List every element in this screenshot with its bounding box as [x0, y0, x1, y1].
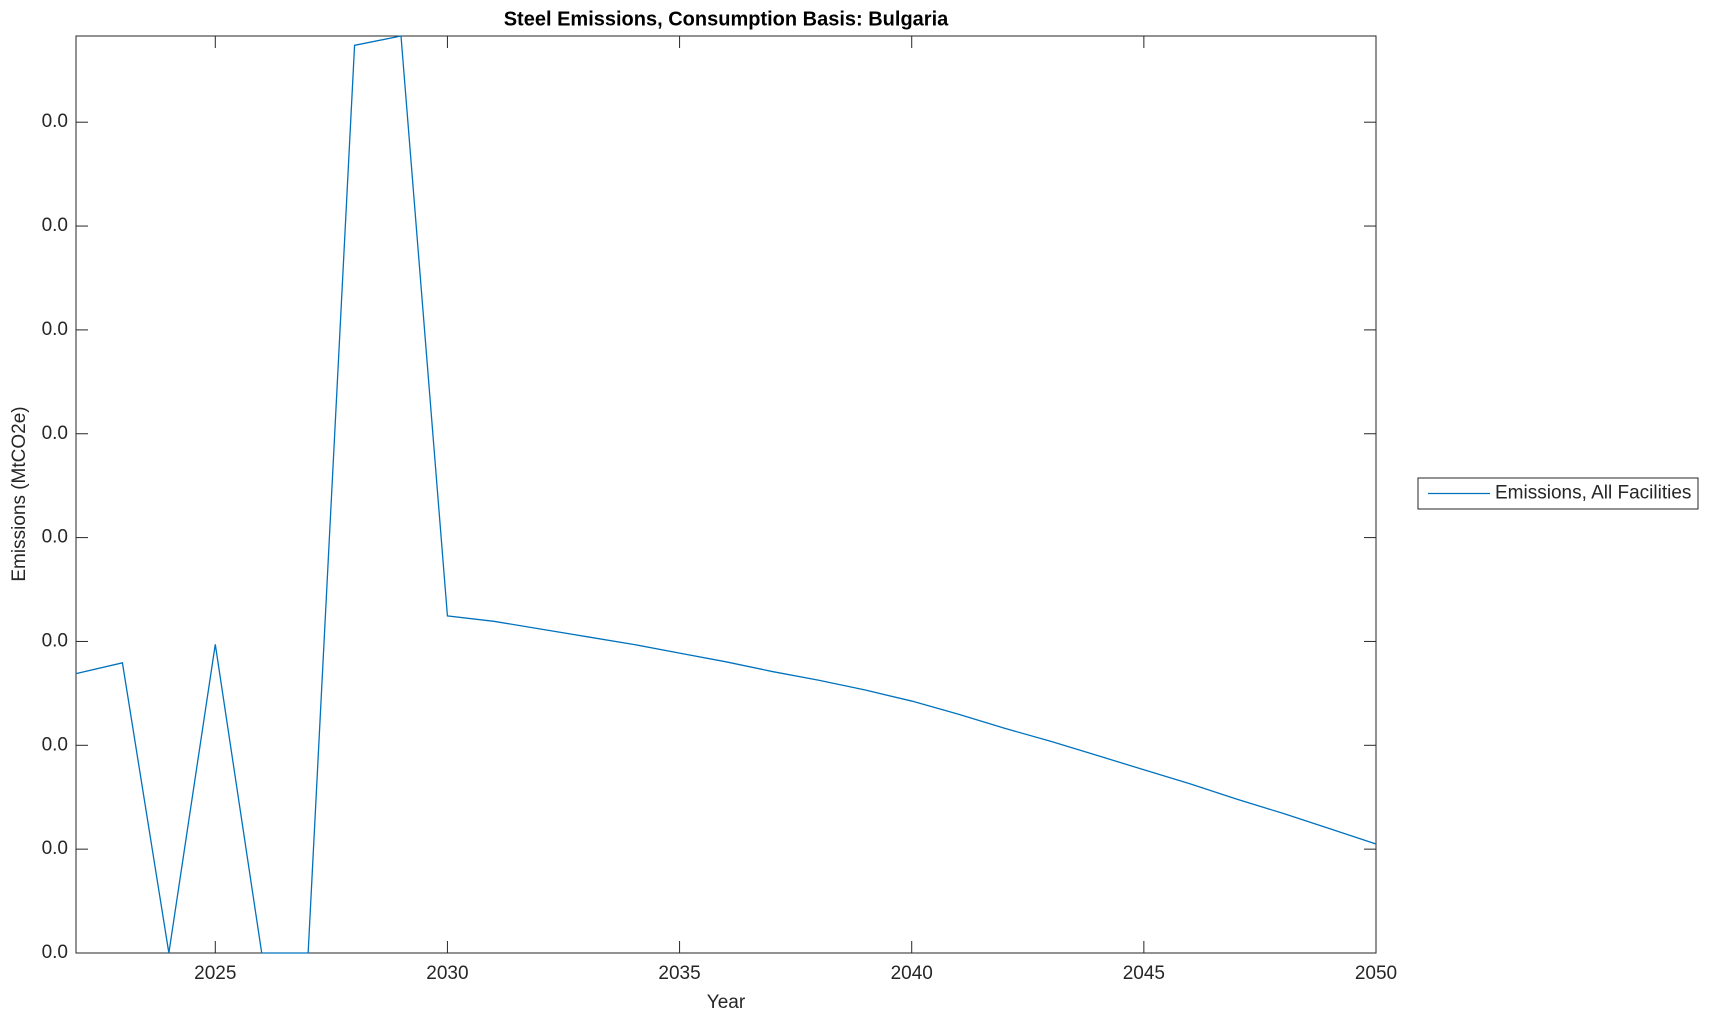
y-tick-label: 0.0	[42, 734, 68, 755]
x-tick-label: 2045	[1123, 963, 1165, 984]
x-axis-label: Year	[707, 992, 746, 1013]
y-axis-label: Emissions (MtCO2e)	[9, 406, 30, 581]
x-tick-label: 2040	[891, 963, 933, 984]
legend-label: Emissions, All Facilities	[1495, 483, 1691, 504]
chart-title: Steel Emissions, Consumption Basis: Bulg…	[504, 8, 949, 30]
x-tick-label: 2050	[1355, 963, 1397, 984]
x-tick-label: 2025	[194, 963, 236, 984]
x-tick-label: 2035	[658, 963, 700, 984]
y-tick-label: 0.0	[42, 319, 68, 340]
y-tick-label: 0.0	[42, 111, 68, 132]
y-tick-label: 0.0	[42, 838, 68, 859]
y-tick-label: 0.0	[42, 942, 68, 963]
y-tick-label: 0.0	[42, 630, 68, 651]
y-tick-label: 0.0	[42, 423, 68, 444]
y-tick-label: 0.0	[42, 527, 68, 548]
plot-area	[75, 35, 1377, 954]
x-tick-label: 2030	[426, 963, 468, 984]
line	[75, 35, 1377, 954]
y-tick-label: 0.0	[42, 215, 68, 236]
